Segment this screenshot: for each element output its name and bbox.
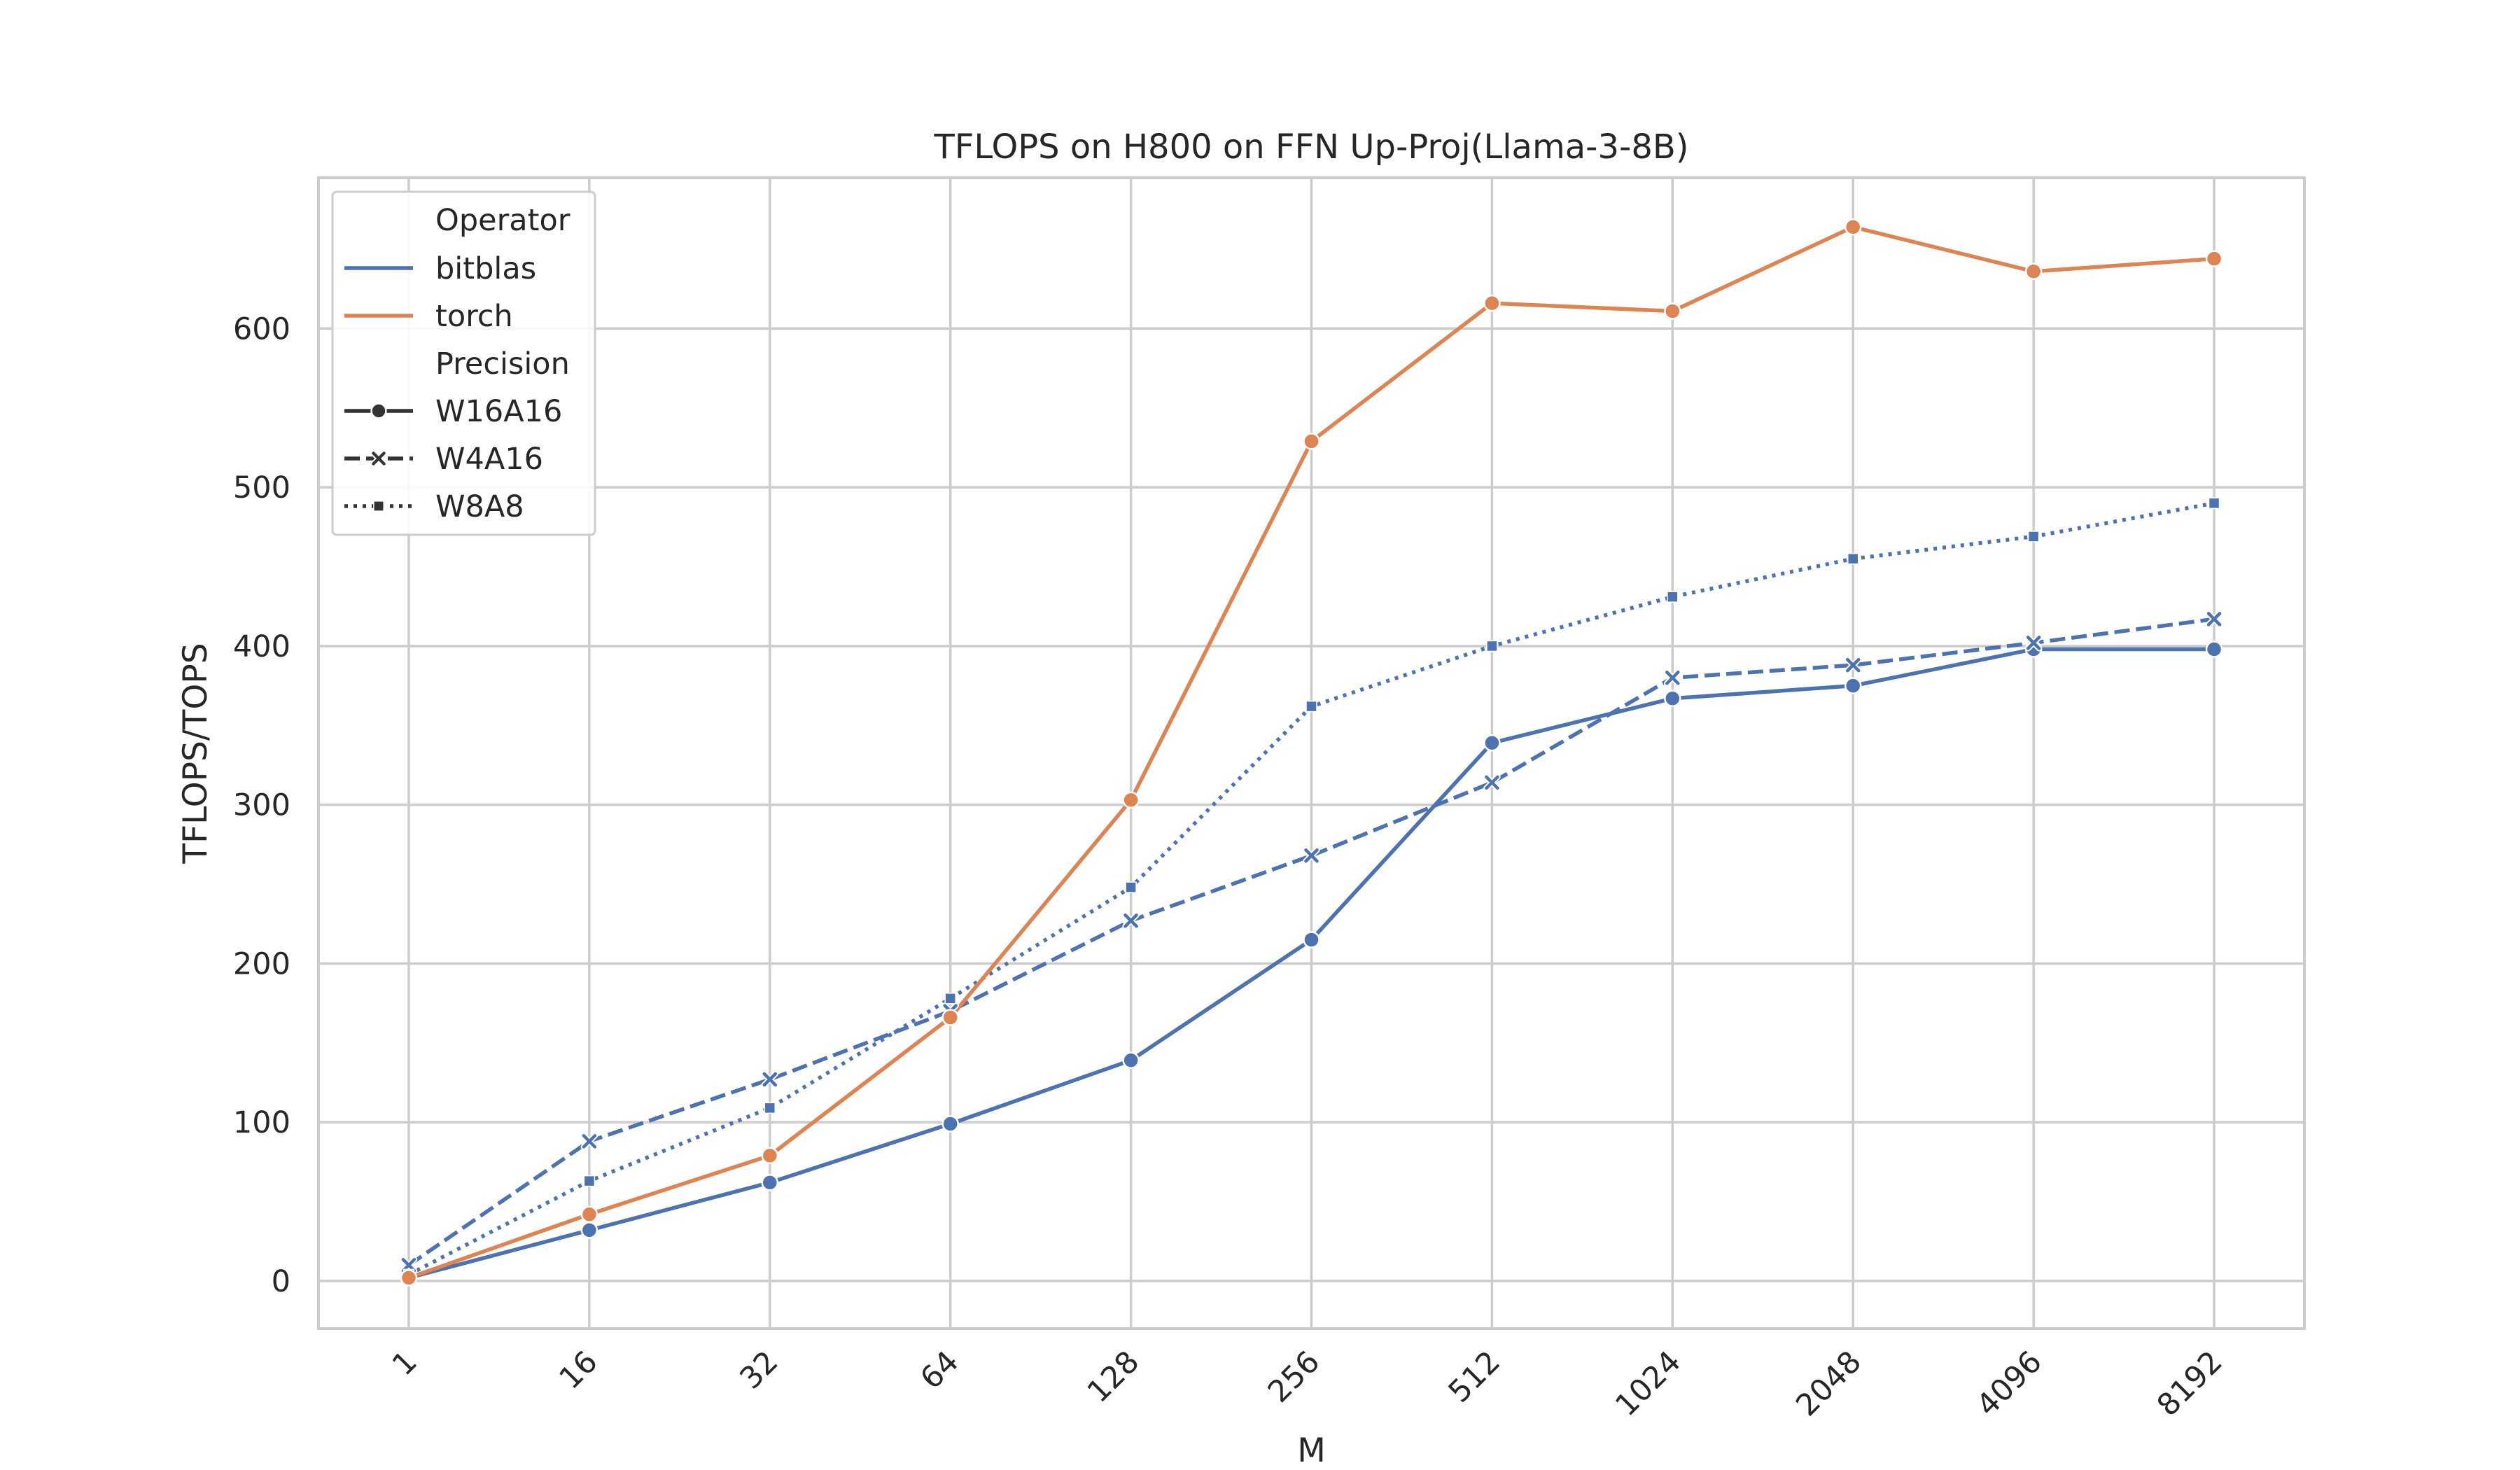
data-point-bitblas-w4a16	[1483, 774, 1501, 792]
data-point-bitblas-w16a16	[1483, 734, 1501, 752]
legend: Operator Precision bitblas torch W16A16 W4A…	[331, 190, 596, 536]
grid	[318, 178, 2304, 1329]
data-point-bitblas-w8a8	[1486, 640, 1498, 652]
y-axis-ticks: 0 100 200 300 400 500 600	[233, 312, 290, 1299]
y-tick-label: 400	[233, 629, 290, 664]
data-point-torch-w16a16	[1844, 218, 1862, 236]
legend-precision-title: Precision	[435, 346, 570, 382]
data-point-bitblas-w16a16	[1303, 931, 1320, 948]
data-point-bitblas-w16a16	[1844, 677, 1862, 694]
data-point-torch-w16a16	[400, 1269, 418, 1287]
data-point-bitblas-w4a16	[1303, 847, 1320, 864]
data-point-bitblas-w16a16	[1122, 1051, 1140, 1070]
x-axis-label: M	[1297, 1432, 1326, 1470]
data-point-bitblas-w4a16	[580, 1133, 598, 1150]
data-point-torch-w16a16	[2205, 250, 2223, 267]
data-point-torch-w16a16	[1483, 294, 1501, 312]
data-point-torch-w16a16	[1664, 302, 1681, 320]
series-line-bitblas-w4a16	[407, 617, 2215, 1267]
data-point-bitblas-w4a16	[1844, 656, 1862, 674]
chart-title: TFLOPS on H800 on FFN Up-Proj(Llama-3-8B…	[933, 127, 1688, 167]
data-point-bitblas-w8a8	[1847, 552, 1859, 565]
data-point-bitblas-w16a16	[761, 1174, 779, 1191]
data-point-bitblas-w4a16	[1664, 669, 1681, 687]
y-tick-label: 500	[233, 470, 290, 505]
legend-marker-w16a16	[370, 402, 387, 419]
y-tick-label: 0	[272, 1264, 290, 1299]
legend-label-bitblas: bitblas	[435, 251, 536, 286]
legend-marker-w8a8	[373, 500, 384, 512]
data-point-torch-w16a16	[1303, 433, 1320, 450]
legend-label-w8a8: W8A8	[435, 489, 524, 524]
y-axis-label: TFLOPS/TOPS	[176, 643, 215, 864]
y-tick-label: 300	[233, 788, 290, 823]
data-point-torch-w16a16	[2024, 262, 2043, 281]
data-point-torch-w16a16	[580, 1205, 598, 1223]
data-point-bitblas-w8a8	[1667, 591, 1679, 603]
y-tick-label: 200	[233, 946, 290, 981]
data-point-bitblas-w4a16	[400, 1256, 418, 1274]
data-point-bitblas-w8a8	[2208, 497, 2220, 510]
y-tick-label: 100	[233, 1105, 290, 1140]
data-point-bitblas-w4a16	[2205, 610, 2223, 628]
data-point-bitblas-w8a8	[1125, 881, 1137, 893]
legend-operator-title: Operator	[435, 203, 570, 238]
legend-label-torch: torch	[435, 299, 513, 334]
data-point-bitblas-w4a16	[1122, 911, 1140, 930]
legend-label-w16a16: W16A16	[435, 394, 562, 429]
plot-frame	[317, 176, 2306, 1330]
data-point-bitblas-w16a16	[1664, 690, 1681, 708]
series-markers	[400, 218, 2223, 1287]
data-point-bitblas-w4a16	[2024, 634, 2043, 652]
data-point-torch-w16a16	[941, 1009, 959, 1026]
legend-marker-w4a16	[370, 450, 387, 467]
legend-label-w4a16: W4A16	[435, 442, 543, 477]
y-tick-label: 600	[233, 312, 290, 346]
data-point-bitblas-w8a8	[1306, 700, 1317, 713]
data-point-bitblas-w16a16	[941, 1115, 959, 1133]
data-point-bitblas-w4a16	[761, 1070, 779, 1088]
data-point-bitblas-w8a8	[944, 993, 956, 1004]
data-point-torch-w16a16	[761, 1147, 779, 1165]
legend-box	[331, 190, 596, 536]
data-point-bitblas-w16a16	[580, 1222, 598, 1239]
legend-items: bitblas torch W16A16 W4A16 W8A8	[344, 251, 562, 524]
data-point-bitblas-w16a16	[2205, 640, 2223, 658]
data-point-bitblas-w8a8	[764, 1102, 776, 1114]
data-point-bitblas-w8a8	[2027, 531, 2040, 542]
data-point-bitblas-w8a8	[583, 1175, 596, 1187]
data-point-torch-w16a16	[1122, 791, 1140, 809]
